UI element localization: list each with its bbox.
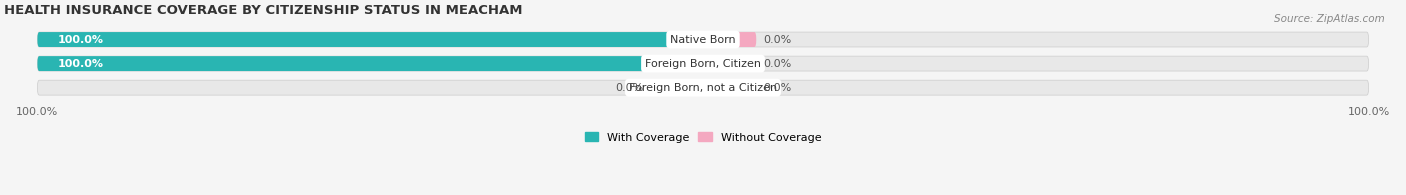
Text: 0.0%: 0.0% [763, 58, 792, 69]
FancyBboxPatch shape [38, 32, 1368, 47]
FancyBboxPatch shape [38, 32, 703, 47]
FancyBboxPatch shape [38, 56, 1368, 71]
Text: Foreign Born, not a Citizen: Foreign Born, not a Citizen [628, 83, 778, 93]
Text: 0.0%: 0.0% [763, 35, 792, 44]
FancyBboxPatch shape [38, 80, 1368, 95]
Text: 100.0%: 100.0% [58, 35, 104, 44]
Text: 0.0%: 0.0% [763, 83, 792, 93]
Text: 0.0%: 0.0% [614, 83, 643, 93]
FancyBboxPatch shape [650, 80, 703, 95]
Text: Native Born: Native Born [671, 35, 735, 44]
Text: Foreign Born, Citizen: Foreign Born, Citizen [645, 58, 761, 69]
FancyBboxPatch shape [703, 32, 756, 47]
FancyBboxPatch shape [38, 56, 703, 71]
Text: Source: ZipAtlas.com: Source: ZipAtlas.com [1274, 14, 1385, 24]
Text: HEALTH INSURANCE COVERAGE BY CITIZENSHIP STATUS IN MEACHAM: HEALTH INSURANCE COVERAGE BY CITIZENSHIP… [4, 4, 523, 17]
FancyBboxPatch shape [703, 80, 756, 95]
FancyBboxPatch shape [703, 56, 756, 71]
Text: 100.0%: 100.0% [58, 58, 104, 69]
Legend: With Coverage, Without Coverage: With Coverage, Without Coverage [581, 128, 825, 147]
